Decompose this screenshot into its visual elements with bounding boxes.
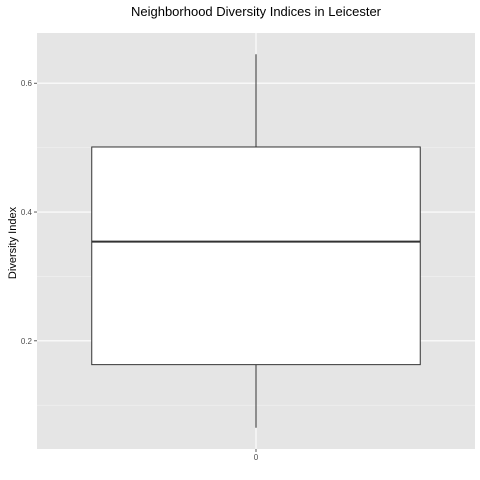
- y-axis-label: Diversity Index: [7, 206, 19, 279]
- y-axis: 0.2 0.4 0.6: [21, 79, 37, 346]
- box-layer: [91, 54, 421, 428]
- box-iqr: [91, 146, 421, 366]
- y-tick-label: 0.2: [21, 337, 33, 346]
- x-axis: 0: [254, 449, 259, 462]
- chart-title: Neighborhood Diversity Indices in Leices…: [131, 4, 382, 19]
- y-tick-label: 0.4: [21, 208, 33, 217]
- x-tick-label: 0: [254, 453, 259, 462]
- y-tick-label: 0.6: [21, 79, 33, 88]
